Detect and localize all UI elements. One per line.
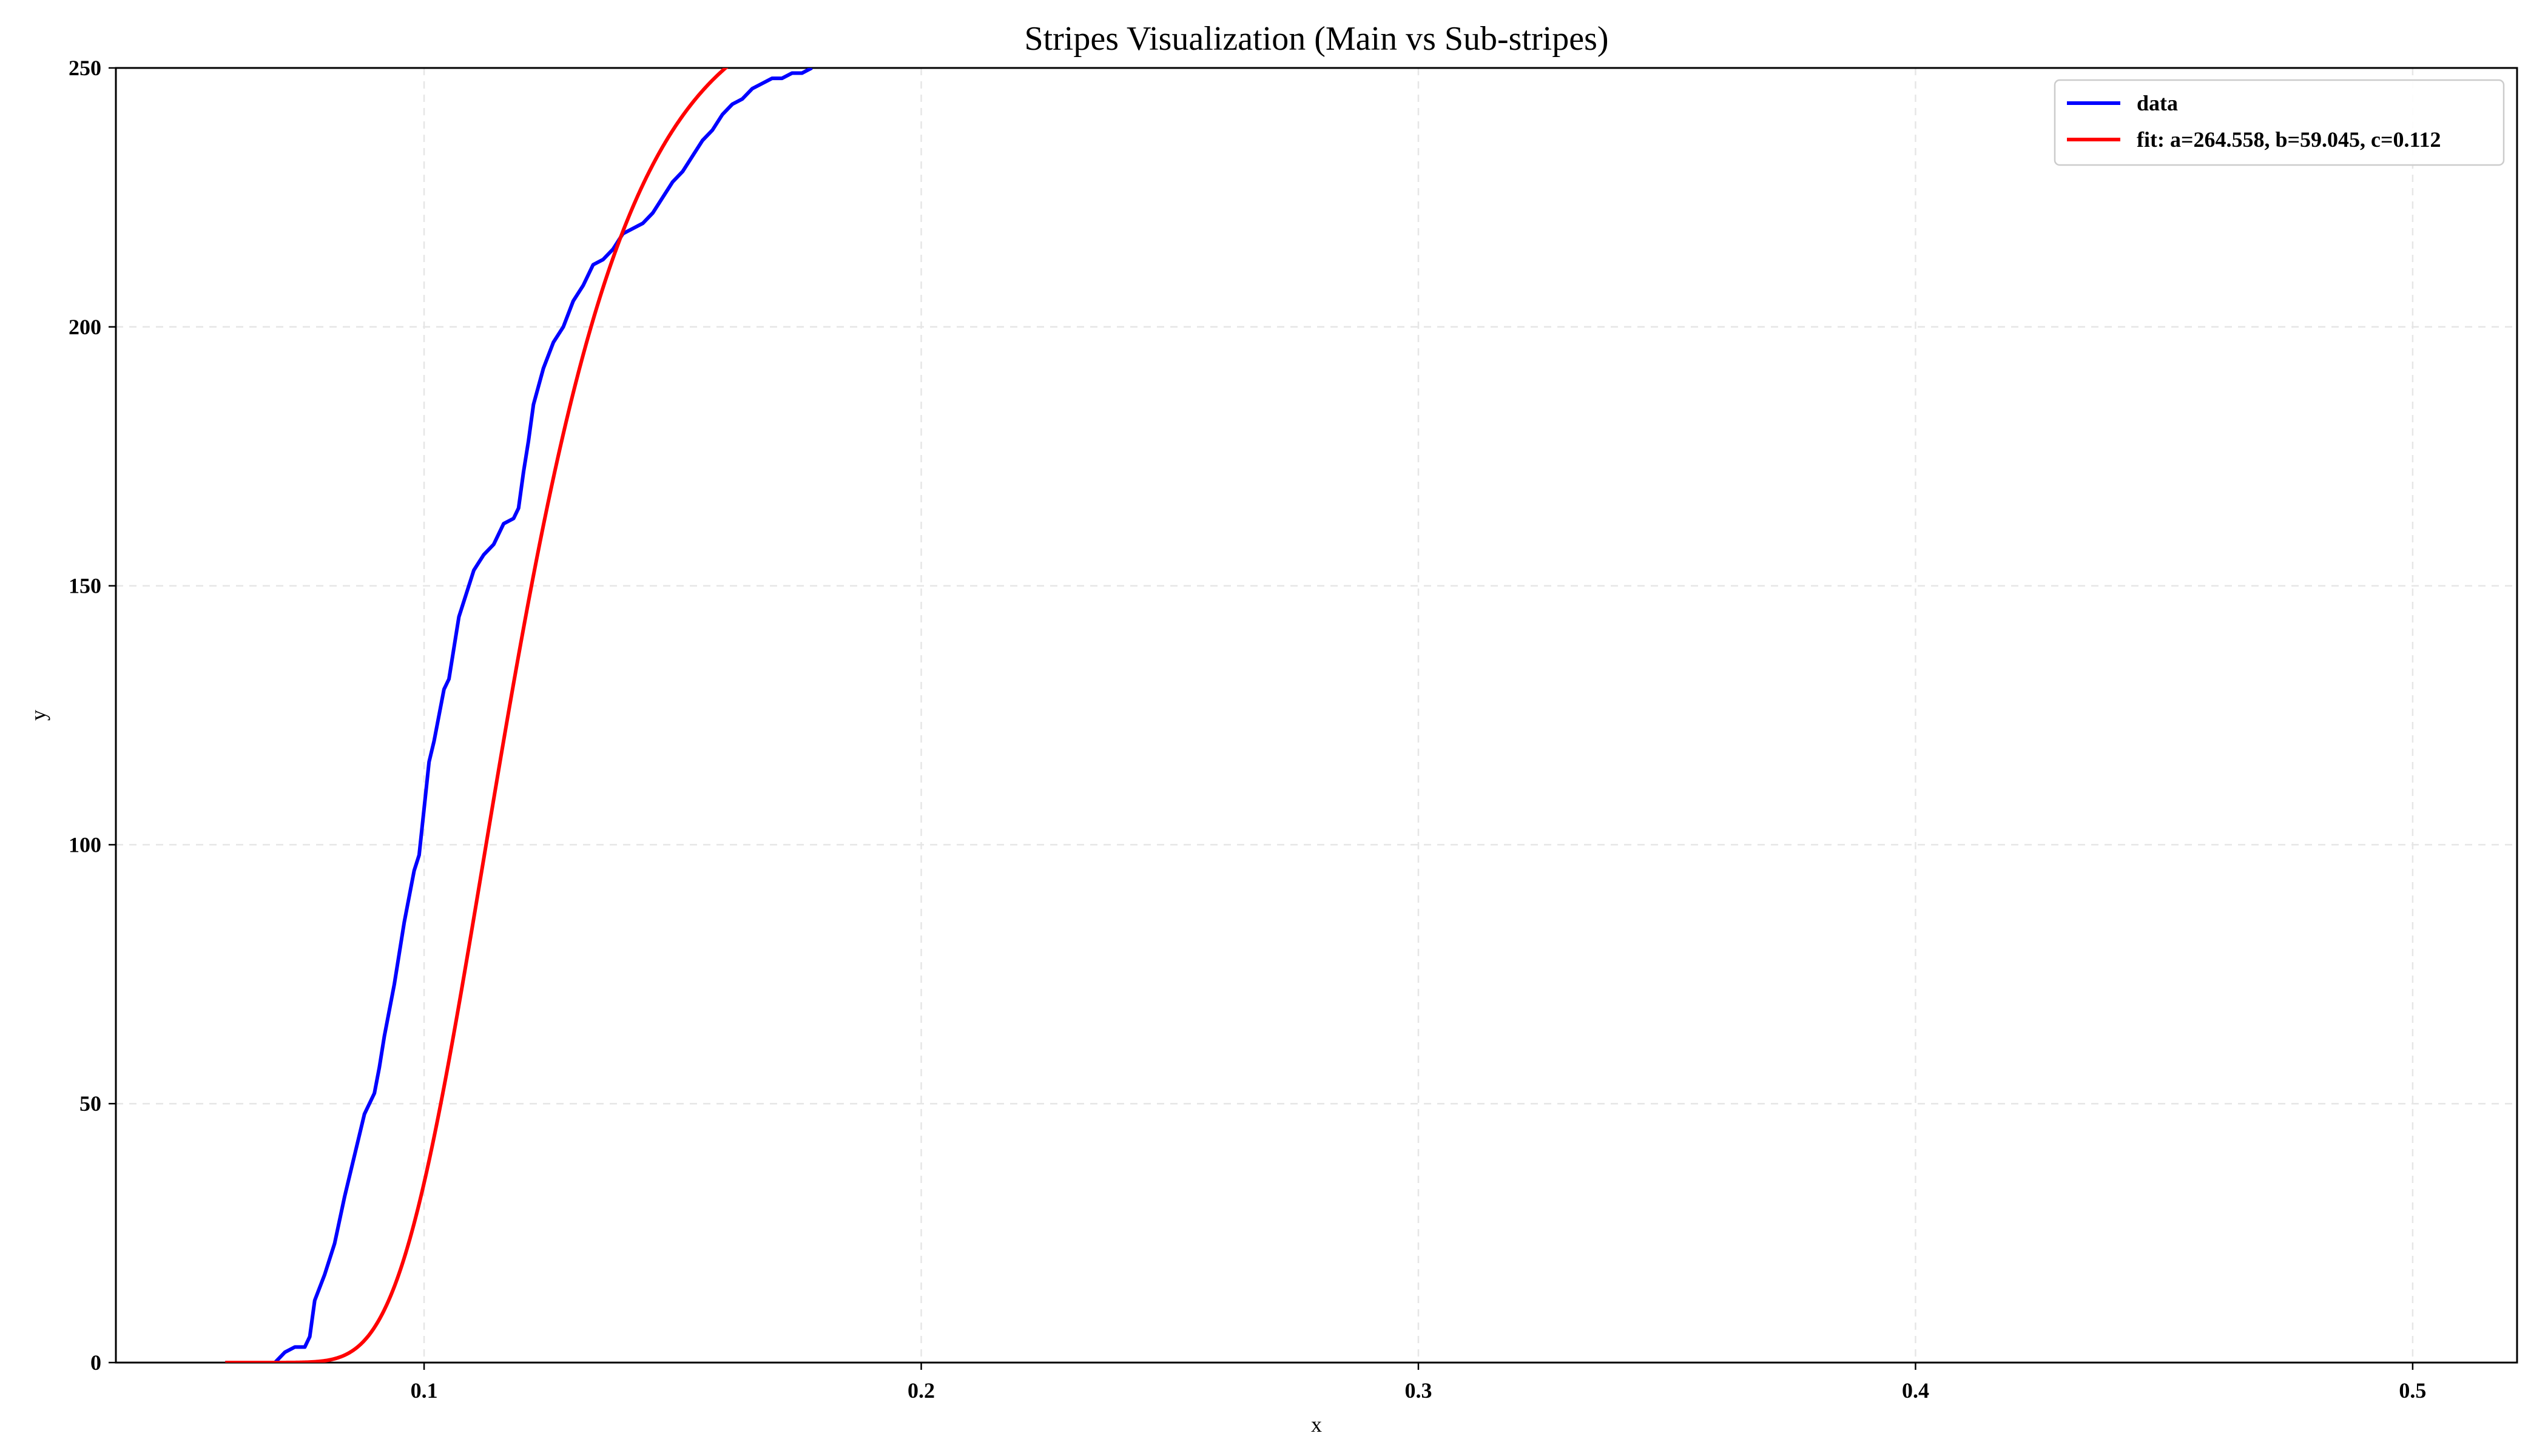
axes: 0.1 0.2 0.3 0.4 0.5 0 50 100 150 200 250 — [69, 56, 2518, 1403]
y-tick-label: 100 — [69, 832, 101, 857]
x-tick-label: 0.5 — [2399, 1378, 2426, 1403]
y-tick-label: 150 — [69, 574, 101, 598]
y-tick-label: 50 — [79, 1091, 101, 1116]
chart-title: Stripes Visualization (Main vs Sub-strip… — [1024, 20, 1608, 58]
legend: data fit: a=264.558, b=59.045, c=0.112 — [2054, 79, 2505, 166]
plot-frame — [115, 67, 2518, 1364]
legend-label-fit: fit: a=264.558, b=59.045, c=0.112 — [2137, 127, 2441, 152]
x-axis-label: x — [1311, 1412, 1322, 1437]
x-tick-label: 0.2 — [908, 1378, 935, 1403]
grid — [116, 67, 2517, 1364]
legend-label-data: data — [2137, 91, 2178, 115]
y-tick-label: 250 — [69, 56, 101, 80]
series-line-data — [225, 68, 813, 1363]
x-tick-label: 0.1 — [411, 1378, 438, 1403]
plot-area — [224, 68, 813, 1363]
series-line-fit — [224, 68, 729, 1363]
legend-box — [2054, 79, 2505, 166]
x-tick-label: 0.4 — [1902, 1378, 1929, 1403]
x-tick-label: 0.3 — [1404, 1378, 1432, 1403]
y-tick-label: 200 — [69, 315, 101, 339]
y-tick-label: 0 — [90, 1350, 101, 1375]
y-axis-label: y — [26, 710, 50, 721]
